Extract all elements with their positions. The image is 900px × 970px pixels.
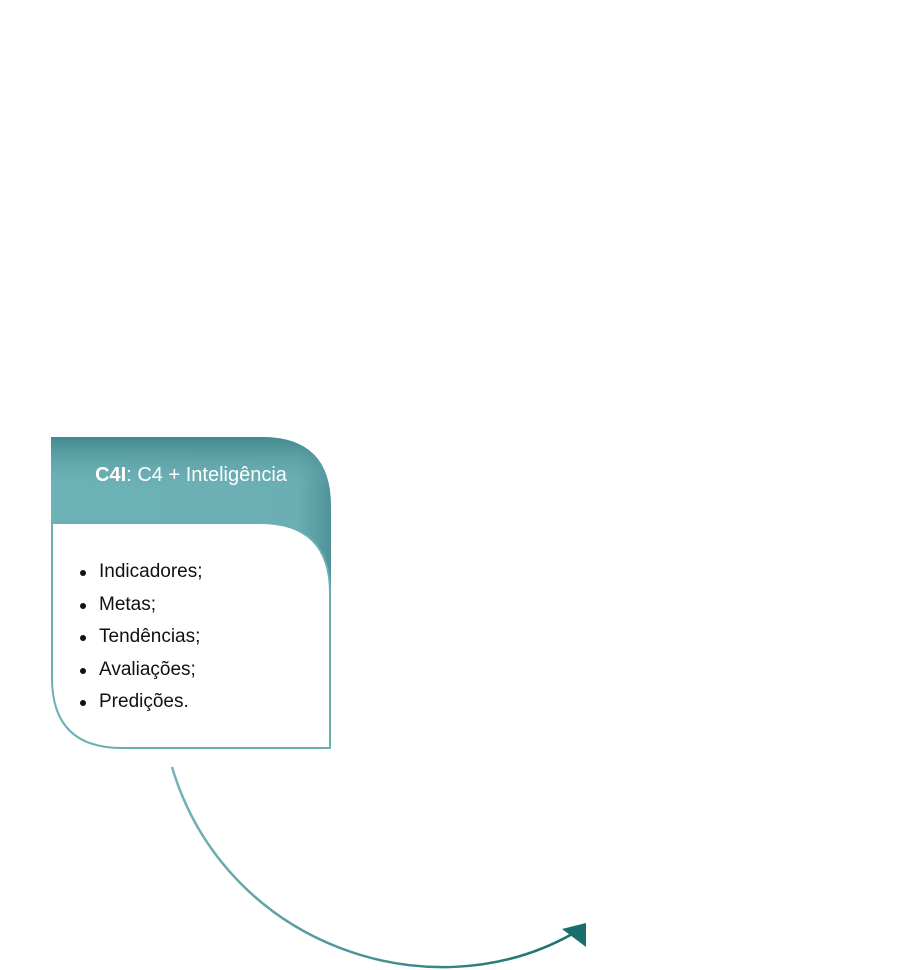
card-title: C4I: C4 + Inteligência (52, 462, 330, 488)
list-item: Metas; (78, 589, 203, 622)
list-item: Predições. (78, 686, 203, 719)
arrow-head-icon (562, 923, 586, 947)
card-body-shape (51, 522, 331, 749)
list-item: Tendências; (78, 621, 203, 654)
card-title-rest: : C4 + Inteligência (126, 464, 287, 486)
curved-arrow-line (170, 766, 575, 969)
list-item: Avaliações; (78, 654, 203, 687)
card-item-list: Indicadores; Metas; Tendências; Avaliaçõ… (78, 556, 203, 719)
card-title-bold: C4I (95, 464, 127, 486)
list-item: Indicadores; (78, 556, 203, 589)
